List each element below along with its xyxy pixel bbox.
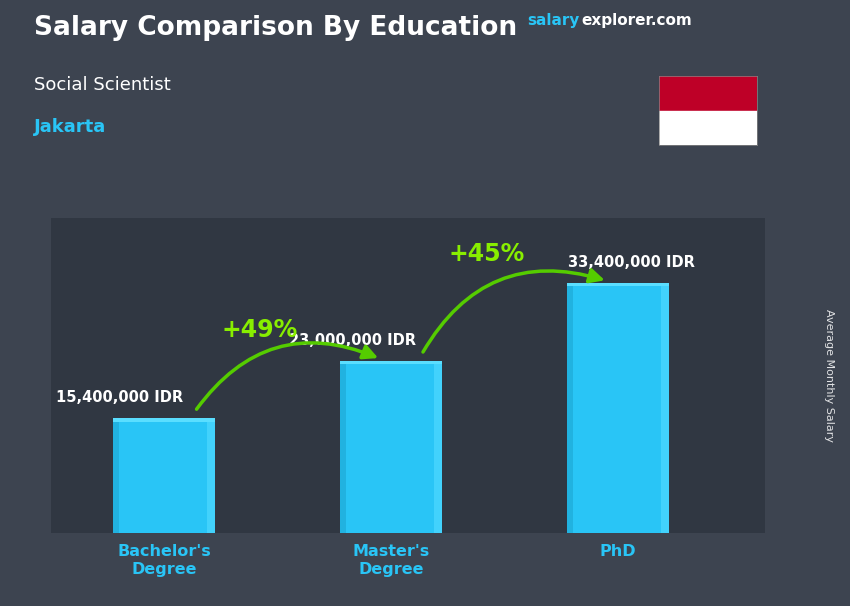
Bar <box>434 361 442 533</box>
Bar <box>567 282 669 287</box>
Bar <box>113 418 215 422</box>
Text: explorer.com: explorer.com <box>581 13 692 28</box>
Text: 33,400,000 IDR: 33,400,000 IDR <box>568 255 694 270</box>
Bar <box>567 282 669 533</box>
Text: Social Scientist: Social Scientist <box>34 76 171 94</box>
Bar <box>207 418 215 533</box>
Text: salary: salary <box>527 13 580 28</box>
Bar <box>340 361 346 533</box>
Text: Salary Comparison By Education: Salary Comparison By Education <box>34 15 517 41</box>
Text: 15,400,000 IDR: 15,400,000 IDR <box>55 390 183 405</box>
Bar <box>340 361 442 364</box>
Bar <box>659 110 756 145</box>
Bar <box>660 282 669 533</box>
Text: Average Monthly Salary: Average Monthly Salary <box>824 309 834 442</box>
Bar <box>113 418 120 533</box>
Bar <box>340 361 442 533</box>
Text: Jakarta: Jakarta <box>34 118 106 136</box>
Text: +49%: +49% <box>221 318 298 342</box>
Text: +45%: +45% <box>448 242 524 265</box>
Bar <box>113 418 215 533</box>
Bar <box>659 76 756 110</box>
Bar <box>567 282 573 533</box>
Text: 23,000,000 IDR: 23,000,000 IDR <box>289 333 416 348</box>
